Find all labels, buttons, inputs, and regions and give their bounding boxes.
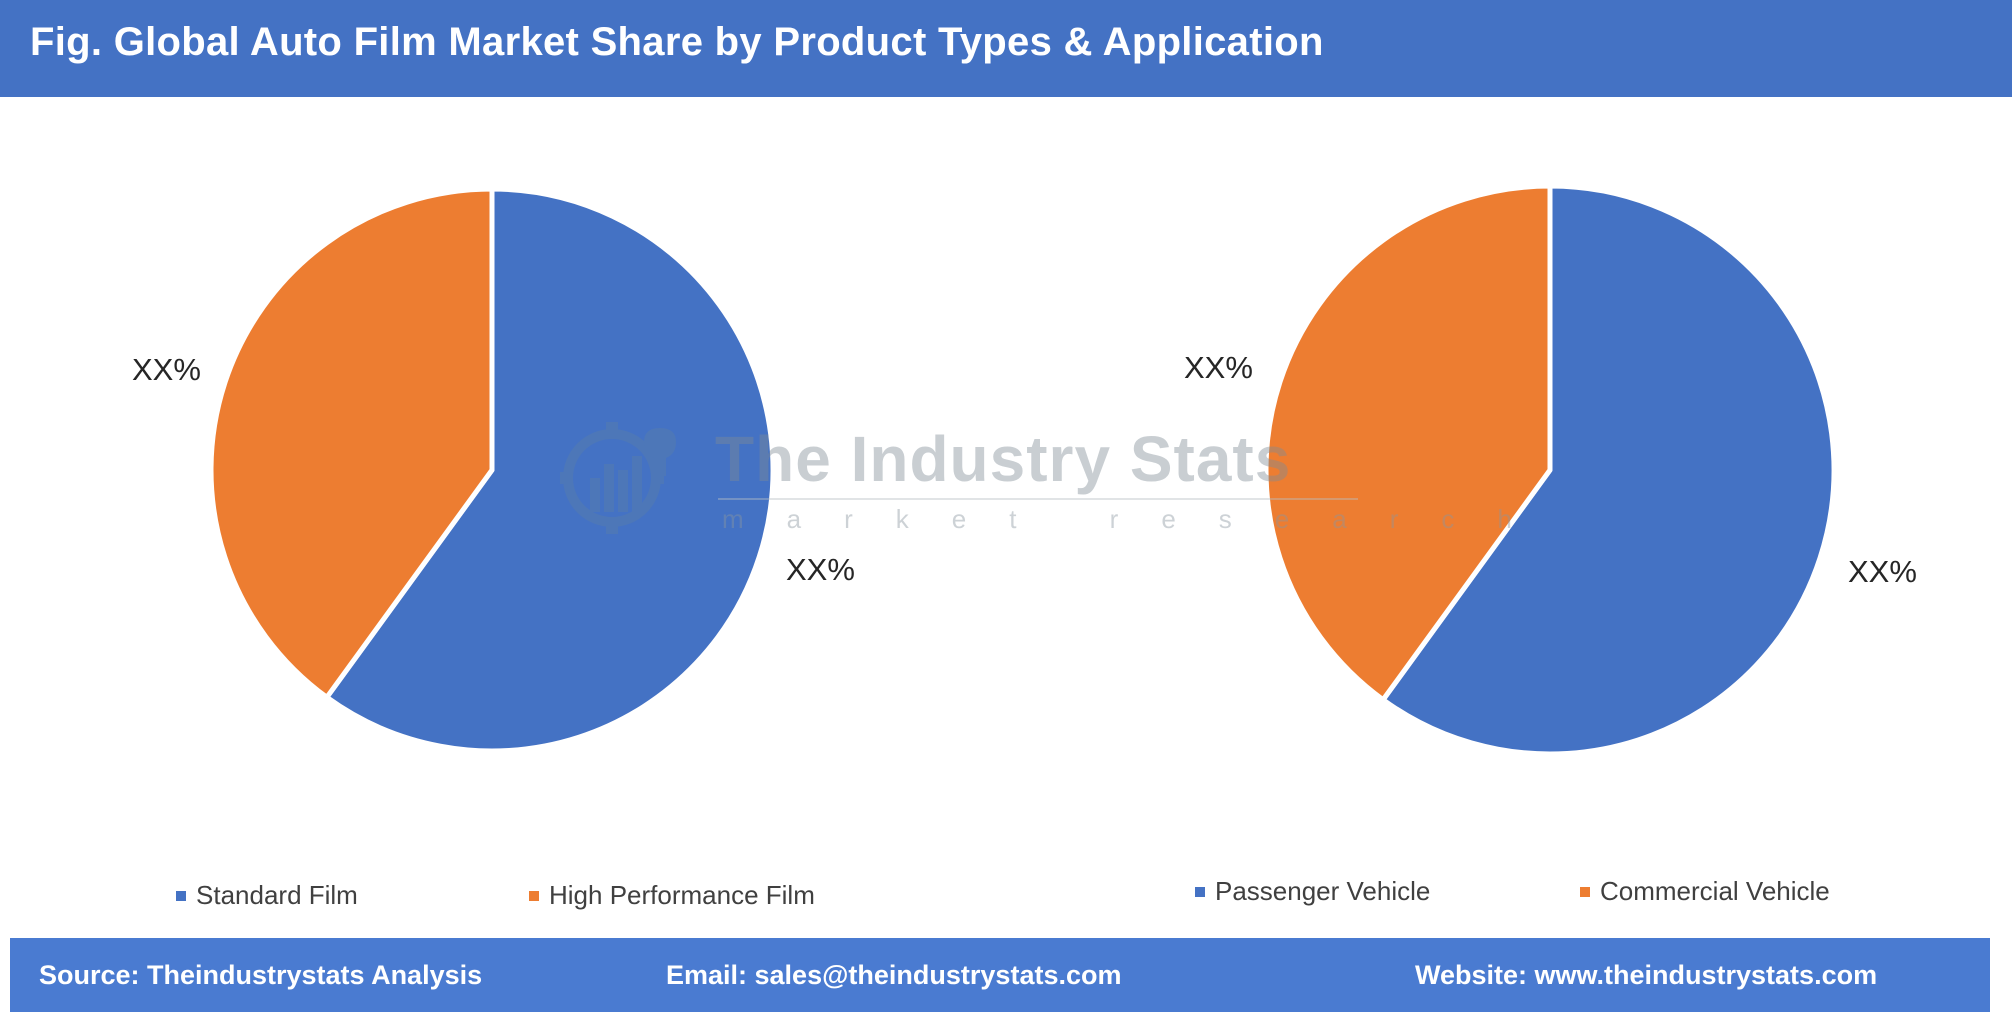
- legend-item-passenger-vehicle: Passenger Vehicle: [1195, 876, 1430, 907]
- pie2-slice-commercial-vehicle: [1263, 183, 1553, 703]
- footer-bar: Source: Theindustrystats Analysis Email:…: [10, 938, 1990, 1012]
- pie1-slice-high-performance-film: [208, 186, 495, 700]
- legend-swatch: [1195, 886, 1205, 897]
- pie1-label-high-performance-film: XX%: [132, 352, 201, 387]
- legend-item-high-performance-film: High Performance Film: [529, 880, 815, 911]
- pie-charts-canvas: [208, 183, 1837, 757]
- footer-email: Email: sales@theindustrystats.com: [666, 960, 1122, 990]
- pie2-label-commercial-vehicle: XX%: [1184, 350, 1253, 385]
- pie1-slice-standard-film: [324, 186, 776, 754]
- footer-website: Website: www.theindustrystats.com: [1415, 960, 1878, 990]
- legend-label: Passenger Vehicle: [1215, 876, 1431, 906]
- header-bar: Fig. Global Auto Film Market Share by Pr…: [0, 0, 2012, 97]
- footer-source: Source: Theindustrystats Analysis: [39, 960, 483, 990]
- legend-swatch: [176, 890, 186, 901]
- legend-item-commercial-vehicle: Commercial Vehicle: [1580, 876, 1830, 907]
- legend-label: Commercial Vehicle: [1600, 876, 1830, 906]
- legend-label: High Performance Film: [549, 880, 815, 910]
- pie2-slice-passenger-vehicle: [1380, 183, 1837, 757]
- pie2-label-passenger-vehicle: XX%: [1848, 554, 1917, 589]
- legend-swatch: [1580, 886, 1590, 897]
- legend-label: Standard Film: [196, 880, 358, 910]
- legend-item-standard-film: Standard Film: [176, 880, 358, 911]
- pie1-label-standard-film: XX%: [786, 552, 855, 587]
- legend-swatch: [529, 890, 539, 901]
- chart-title: Fig. Global Auto Film Market Share by Pr…: [30, 20, 1324, 64]
